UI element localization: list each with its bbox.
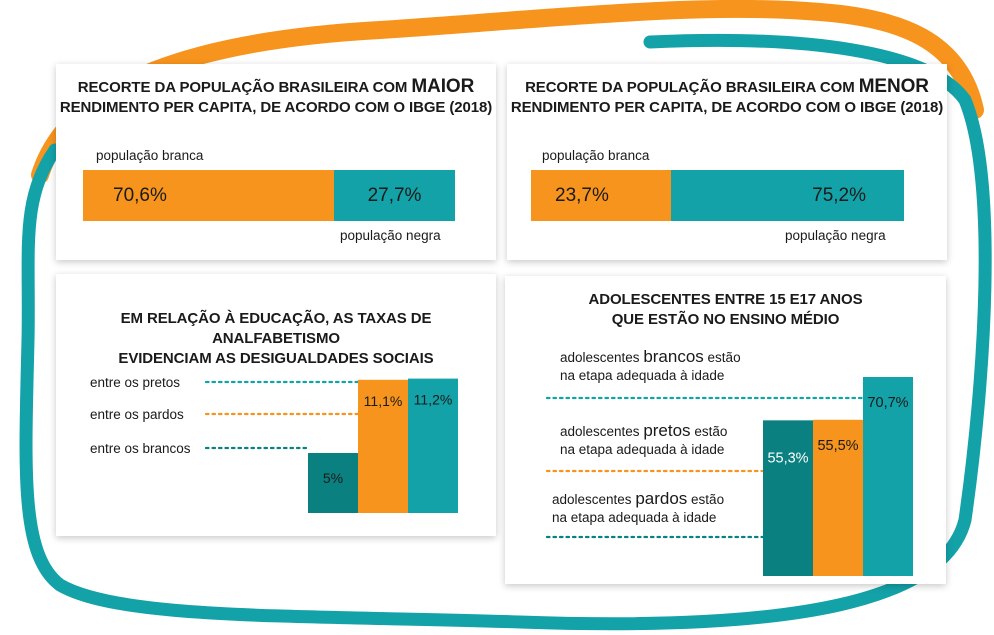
bar (863, 377, 913, 576)
desc-line-2: na etapa adequada à idade (560, 368, 725, 383)
data-label: 55,5% (817, 438, 858, 454)
bar (358, 379, 408, 513)
desc-highlight: pretos (643, 421, 691, 440)
card-title: EM RELAÇÃO À EDUCAÇÃO, AS TAXAS DE ANALF… (56, 309, 496, 369)
bar-segment-white: 70,6% (83, 170, 334, 221)
label-white-population: população branca (542, 148, 650, 163)
title-highlight: MAIOR (411, 76, 475, 97)
desc-post: estão (690, 424, 728, 439)
data-label: 11,2% (414, 392, 453, 408)
description-brancos: adolescentes brancos estão na etapa adeq… (560, 348, 741, 385)
high-school-bar-chart: 55,3% 55,5% 70,7% (545, 377, 913, 576)
data-label: 55,3% (767, 450, 808, 466)
title-line-1: ADOLESCENTES ENTRE 15 E17 ANOS (588, 291, 863, 308)
bar-segment-black: 27,7% (334, 170, 455, 221)
bar (763, 420, 813, 576)
card-illiteracy: EM RELAÇÃO À EDUCAÇÃO, AS TAXAS DE ANALF… (56, 274, 496, 536)
label-white-population: população branca (96, 148, 204, 163)
card-title: RECORTE DA POPULAÇÃO BRASILEIRA COM MAIO… (56, 77, 496, 118)
bar (308, 453, 358, 513)
illiteracy-bar-chart: entre os pretos entre os pardos entre os b… (90, 375, 458, 513)
desc-highlight: brancos (643, 347, 704, 366)
title-highlight: MENOR (858, 76, 929, 97)
title-text: RECORTE DA POPULAÇÃO BRASILEIRA COM (525, 79, 859, 96)
title-line-2: EVIDENCIAM AS DESIGUALDADES SOCIAIS (118, 350, 434, 367)
bar (408, 378, 458, 513)
bar-label-black: 75,2% (812, 184, 866, 206)
desc-pre: adolescentes (560, 424, 644, 439)
desc-post: estão (687, 492, 725, 507)
desc-line-2: na etapa adequada à idade (552, 510, 717, 525)
card-higher-income: RECORTE DA POPULAÇÃO BRASILEIRA COM MAIO… (56, 64, 496, 260)
bar-segment-black: 75,2% (671, 170, 904, 221)
label-black-population: população negra (340, 228, 441, 243)
desc-line-2: na etapa adequada à idade (560, 442, 725, 457)
desc-pre: adolescentes (552, 492, 636, 507)
bar-label-black: 27,7% (367, 184, 422, 206)
title-line-1: EM RELAÇÃO À EDUCAÇÃO, AS TAXAS DE ANALF… (120, 310, 432, 347)
desc-post: estão (703, 350, 741, 365)
data-label: 70,7% (867, 395, 908, 411)
title-line-2: QUE ESTÃO NO ENSINO MÉDIO (611, 311, 840, 328)
title-text: RECORTE DA POPULAÇÃO BRASILEIRA COM (77, 79, 412, 96)
data-label: 11,1% (364, 393, 403, 409)
data-label: 5% (323, 470, 343, 486)
card-title: ADOLESCENTES ENTRE 15 E17 ANOS QUE ESTÃO… (505, 290, 946, 330)
title-line-2: RENDIMENTO PER CAPITA, DE ACORDO COM O I… (510, 99, 944, 116)
bar (813, 419, 863, 576)
description-pardos: adolescentes pardos estão na etapa adequ… (552, 490, 724, 527)
bar-segment-white: 23,7% (531, 170, 671, 221)
desc-highlight: pardos (635, 489, 688, 508)
title-line-2: RENDIMENTO PER CAPITA, DE ACORDO COM O I… (59, 99, 493, 116)
bar-label-white: 23,7% (555, 184, 609, 206)
category-label: entre os brancos (90, 441, 191, 456)
bar-label-white: 70,6% (113, 184, 167, 206)
description-pretos: adolescentes pretos estão na etapa adequ… (560, 422, 727, 459)
label-black-population: população negra (785, 228, 886, 243)
category-label: entre os pretos (90, 375, 180, 390)
teal-swoosh (19, 33, 992, 631)
desc-pre: adolescentes (560, 350, 644, 365)
card-title: RECORTE DA POPULAÇÃO BRASILEIRA COM MENO… (507, 77, 947, 118)
card-high-school: ADOLESCENTES ENTRE 15 E17 ANOS QUE ESTÃO… (505, 276, 946, 584)
category-label: entre os pardos (90, 407, 184, 422)
card-lower-income: RECORTE DA POPULAÇÃO BRASILEIRA COM MENO… (507, 64, 947, 260)
